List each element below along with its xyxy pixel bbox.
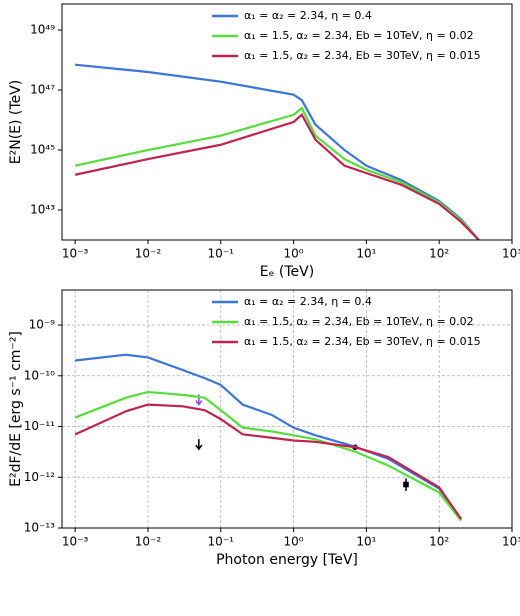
y-tick-label: 10⁴⁹ — [30, 23, 55, 37]
data-point — [403, 481, 409, 488]
y-tick-label: 10⁴³ — [30, 203, 55, 217]
x-tick-label: 10³ — [502, 247, 520, 261]
legend-label: α₁ = 1.5, α₂ = 2.34, Eb = 10TeV, η = 0.0… — [244, 29, 474, 42]
x-tick-label: 10² — [429, 535, 449, 549]
axes-frame — [61, 289, 513, 529]
y-tick-label: 10⁻¹² — [24, 470, 55, 484]
legend-label: α₁ = α₂ = 2.34, η = 0.4 — [244, 295, 372, 308]
plot-area: 10⁻³ 10⁻² 10⁻¹ 10⁰ 10¹ 10² 10³ 10⁴³ 10⁴⁵ 10⁴⁷ 10⁴⁹ — [30, 23, 520, 261]
legend-label: α₁ = 1.5, α₂ = 2.34, Eb = 30TeV, η = 0.0… — [244, 335, 481, 348]
y-tick-label: 10⁻¹⁰ — [24, 368, 55, 382]
x-tick-label: 10⁻³ — [62, 535, 89, 549]
y-axis-label: E²N(E) (TeV) — [8, 80, 24, 164]
x-tick-label: 10⁻³ — [62, 247, 89, 261]
x-tick-label: 10⁻¹ — [208, 535, 235, 549]
y-tick-label: 10⁻⁹ — [29, 318, 56, 332]
series-group — [74, 353, 463, 522]
series-group — [74, 63, 480, 240]
x-tick-label: 10¹ — [356, 247, 376, 261]
x-tick-label: 10⁻² — [135, 535, 162, 549]
series-line — [75, 353, 463, 520]
series-line — [74, 113, 480, 240]
x-tick-label: 10³ — [502, 535, 520, 549]
upper-limit-arrow — [195, 439, 203, 451]
x-axis-label: Eₑ (TeV) — [260, 264, 314, 280]
plot-area: 10⁻³ 10⁻² 10⁻¹ 10⁰ 10¹ 10² 10³ 10⁻¹³ 10⁻¹² 10⁻¹¹ 1… — [24, 290, 520, 549]
x-tick-label: 10¹ — [356, 535, 376, 549]
x-axis-label: Photon energy [TeV] — [216, 552, 358, 568]
x-tick-label: 10⁻² — [135, 247, 162, 261]
y-axis-label: E²dF/dE [erg s⁻¹ cm⁻²] — [8, 331, 24, 487]
x-tick-label: 10² — [429, 247, 449, 261]
legend-label: α₁ = 1.5, α₂ = 2.34, Eb = 10TeV, η = 0.0… — [244, 315, 474, 328]
y-tick-label: 10⁻¹¹ — [24, 419, 55, 433]
y-tick-label: 10⁻¹³ — [24, 521, 55, 535]
x-tick-label: 10⁻¹ — [208, 247, 235, 261]
legend-label: α₁ = 1.5, α₂ = 2.34, Eb = 30TeV, η = 0.0… — [244, 49, 481, 62]
legend-label: α₁ = α₂ = 2.34, η = 0.4 — [244, 9, 372, 22]
y-tick-label: 10⁴⁷ — [30, 83, 55, 97]
x-tick-label: 10⁰ — [284, 247, 304, 261]
x-tick-label: 10⁰ — [284, 535, 304, 549]
series-line — [74, 390, 462, 522]
series-line — [74, 403, 463, 520]
axes-frame — [61, 3, 513, 241]
y-tick-label: 10⁴⁵ — [30, 143, 55, 157]
series-line — [74, 106, 480, 240]
